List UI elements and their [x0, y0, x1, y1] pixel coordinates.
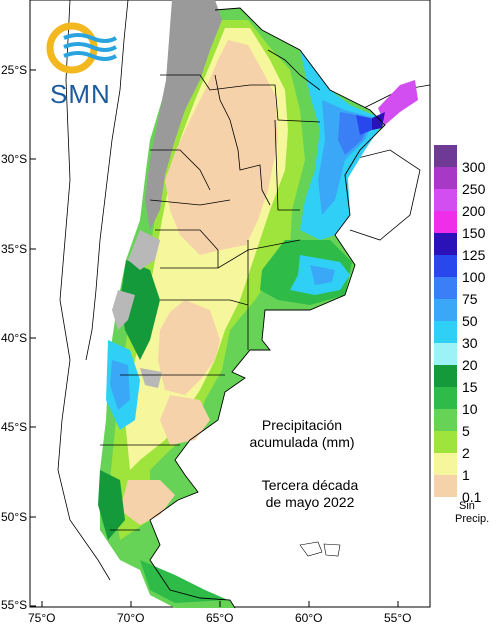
legend-swatch	[434, 475, 457, 497]
legend-label: 125	[462, 247, 486, 263]
lon-label: 65°O	[206, 611, 233, 625]
legend-swatch	[434, 189, 457, 211]
lon-label: 60°O	[295, 611, 322, 625]
legend-no-precip-label: Precip.	[455, 513, 489, 525]
legend-swatch	[434, 343, 457, 365]
lat-label: 55°S	[1, 598, 27, 612]
legend-swatch	[434, 409, 457, 431]
province-borders	[100, 49, 321, 531]
annotation-date: de mayo 2022	[266, 494, 355, 510]
smn-logo: SMN	[46, 22, 118, 109]
lon-label: 70°O	[117, 611, 144, 625]
lon-label: 75°O	[28, 611, 55, 625]
legend-swatch	[434, 211, 457, 233]
legend-label: 300	[462, 159, 486, 175]
legend-swatch	[434, 453, 457, 475]
legend-swatch	[434, 167, 457, 189]
legend-label: 200	[462, 203, 486, 219]
lat-label: 35°S	[1, 242, 27, 256]
logo-wave-icon	[63, 33, 118, 43]
legend-label: 100	[462, 269, 486, 285]
lat-label: 30°S	[1, 152, 27, 166]
legend-no-precip-label: Sin	[459, 500, 475, 512]
legend-swatch	[434, 387, 457, 409]
argentina-outline	[149, 7, 386, 609]
logo-wave-icon	[63, 51, 118, 61]
map-annotation: Precipitación acumulada (mm) Tercera déc…	[249, 417, 358, 510]
legend-label: 20	[462, 357, 478, 373]
argentina-precip-field	[98, 8, 418, 608]
legend-label: 1	[462, 467, 470, 483]
legend-label: 0.1	[462, 489, 482, 505]
legend-label: 250	[462, 181, 486, 197]
lon-label: 55°O	[384, 611, 411, 625]
malvinas-islands	[299, 541, 341, 557]
annotation-subtitle: acumulada (mm)	[249, 434, 354, 450]
legend-label: 30	[462, 335, 478, 351]
legend-label: 50	[462, 313, 478, 329]
lat-label: 45°S	[1, 420, 27, 434]
chile-coastline	[57, 0, 111, 581]
annotation-period: Tercera década	[262, 477, 359, 493]
lat-label: 25°S	[1, 63, 27, 77]
legend-swatch	[434, 255, 457, 277]
latitude-axis: 25°S 30°S 35°S 40°S 45°S 50°S 55°S	[1, 63, 36, 612]
annotation-title: Precipitación	[262, 417, 342, 433]
lat-label: 40°S	[1, 331, 27, 345]
legend-label: 15	[462, 379, 478, 395]
andes-mountains	[112, 0, 222, 388]
legend-swatch	[434, 233, 457, 255]
legend-swatch	[434, 431, 457, 453]
legend-swatch	[434, 321, 457, 343]
lat-label: 50°S	[1, 510, 27, 524]
legend-swatch	[434, 277, 457, 299]
legend-swatch	[434, 145, 457, 167]
precip-legend: 300 250 200 150 125 100 75 50 30 20 15 10 5 2 1 0.1SinP…	[434, 145, 489, 525]
legend-label: 150	[462, 225, 486, 241]
longitude-axis: 75°O 70°O 65°O 60°O 55°O	[28, 601, 411, 625]
legend-label: 10	[462, 401, 478, 417]
legend-label: 75	[462, 291, 478, 307]
legend-swatch	[434, 299, 457, 321]
legend-label: 2	[462, 445, 470, 461]
legend-swatch	[434, 365, 457, 387]
logo-wave-icon	[63, 42, 118, 52]
legend-label: 5	[462, 423, 470, 439]
logo-text: SMN	[50, 79, 111, 109]
